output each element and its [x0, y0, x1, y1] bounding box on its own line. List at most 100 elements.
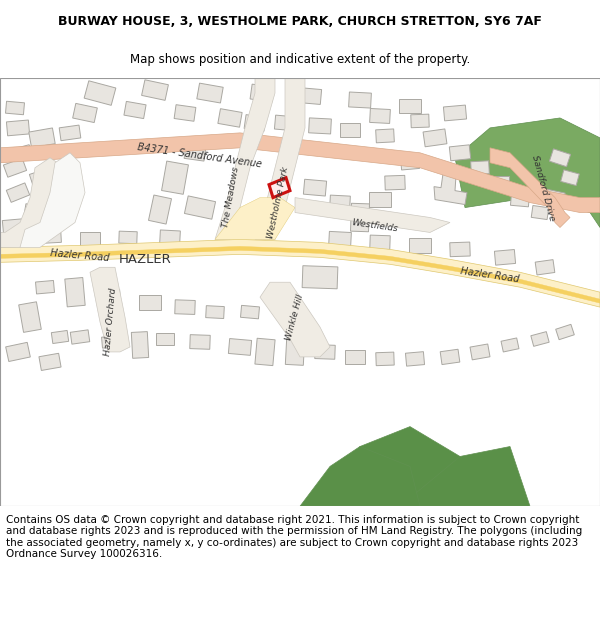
Polygon shape: [535, 259, 555, 275]
Polygon shape: [260, 282, 330, 357]
Polygon shape: [545, 189, 565, 206]
Polygon shape: [5, 342, 31, 361]
Polygon shape: [298, 88, 322, 104]
Polygon shape: [470, 344, 490, 360]
Polygon shape: [531, 332, 549, 346]
Polygon shape: [274, 115, 296, 131]
Polygon shape: [250, 84, 274, 102]
Polygon shape: [39, 353, 61, 371]
Polygon shape: [269, 177, 290, 198]
Polygon shape: [12, 145, 32, 161]
Polygon shape: [455, 118, 600, 228]
Polygon shape: [300, 446, 420, 506]
Polygon shape: [0, 239, 600, 307]
Polygon shape: [84, 81, 116, 106]
Polygon shape: [142, 80, 169, 101]
Polygon shape: [450, 242, 470, 257]
Polygon shape: [376, 352, 394, 366]
Polygon shape: [443, 105, 467, 121]
Polygon shape: [65, 278, 85, 307]
Polygon shape: [215, 198, 295, 239]
Polygon shape: [131, 332, 149, 358]
Polygon shape: [295, 198, 450, 232]
Polygon shape: [340, 427, 480, 506]
Polygon shape: [385, 176, 405, 190]
Polygon shape: [40, 191, 61, 208]
Polygon shape: [29, 128, 55, 148]
Polygon shape: [370, 109, 391, 124]
Polygon shape: [124, 101, 146, 119]
Polygon shape: [406, 352, 425, 366]
Text: The Meadows: The Meadows: [221, 166, 241, 229]
Polygon shape: [370, 235, 390, 250]
Polygon shape: [350, 203, 370, 232]
Polygon shape: [175, 300, 195, 314]
Polygon shape: [369, 192, 391, 207]
Polygon shape: [29, 168, 55, 187]
Polygon shape: [0, 158, 70, 248]
Polygon shape: [255, 78, 305, 239]
Polygon shape: [35, 281, 55, 294]
Polygon shape: [184, 144, 206, 161]
Polygon shape: [174, 104, 196, 121]
Polygon shape: [349, 92, 371, 108]
Polygon shape: [184, 196, 215, 219]
Polygon shape: [345, 350, 365, 364]
Polygon shape: [501, 338, 519, 352]
Polygon shape: [23, 204, 37, 221]
Polygon shape: [400, 446, 530, 506]
Polygon shape: [20, 152, 85, 248]
Polygon shape: [308, 118, 331, 134]
Text: Sandford Drive: Sandford Drive: [530, 154, 556, 221]
Text: Map shows position and indicative extent of the property.: Map shows position and indicative extent…: [130, 53, 470, 66]
Polygon shape: [190, 334, 210, 349]
Polygon shape: [206, 306, 224, 319]
Polygon shape: [329, 195, 350, 210]
Polygon shape: [73, 103, 97, 122]
Polygon shape: [19, 302, 41, 332]
Polygon shape: [550, 149, 571, 167]
Polygon shape: [561, 170, 579, 186]
Polygon shape: [6, 183, 30, 203]
Polygon shape: [215, 78, 275, 239]
Polygon shape: [255, 338, 275, 366]
Text: Contains OS data © Crown copyright and database right 2021. This information is : Contains OS data © Crown copyright and d…: [6, 515, 582, 559]
Polygon shape: [511, 192, 530, 207]
Text: B4371 - Sandford Avenue: B4371 - Sandford Avenue: [137, 142, 263, 169]
Polygon shape: [531, 206, 549, 219]
Polygon shape: [409, 238, 431, 253]
Polygon shape: [7, 120, 29, 136]
Text: HAZLER: HAZLER: [119, 253, 172, 266]
Polygon shape: [100, 289, 121, 304]
Polygon shape: [156, 333, 174, 345]
Polygon shape: [400, 156, 419, 170]
Polygon shape: [2, 219, 28, 236]
Text: Hazler Road: Hazler Road: [50, 248, 110, 263]
Polygon shape: [470, 161, 490, 174]
Polygon shape: [101, 336, 118, 348]
Polygon shape: [197, 83, 223, 103]
Polygon shape: [315, 344, 335, 359]
Polygon shape: [490, 148, 570, 228]
Polygon shape: [434, 174, 467, 204]
Polygon shape: [411, 114, 429, 128]
Polygon shape: [5, 101, 25, 115]
Polygon shape: [70, 330, 90, 344]
Polygon shape: [244, 114, 266, 131]
Polygon shape: [241, 306, 259, 319]
Polygon shape: [90, 268, 130, 352]
Polygon shape: [139, 294, 161, 309]
Polygon shape: [376, 129, 394, 142]
Polygon shape: [80, 232, 100, 246]
Text: Hazler Road: Hazler Road: [460, 266, 520, 284]
Text: Westholme Park: Westholme Park: [266, 166, 290, 239]
Polygon shape: [449, 145, 470, 161]
Polygon shape: [340, 123, 360, 137]
Text: Westfields: Westfields: [351, 217, 399, 233]
Text: Hazler Orchard: Hazler Orchard: [103, 288, 118, 356]
Text: Winkle Hill: Winkle Hill: [284, 293, 305, 341]
Polygon shape: [52, 331, 68, 344]
Text: BURWAY HOUSE, 3, WESTHOLME PARK, CHURCH STRETTON, SY6 7AF: BURWAY HOUSE, 3, WESTHOLME PARK, CHURCH …: [58, 16, 542, 28]
Polygon shape: [440, 349, 460, 364]
Polygon shape: [491, 176, 509, 189]
